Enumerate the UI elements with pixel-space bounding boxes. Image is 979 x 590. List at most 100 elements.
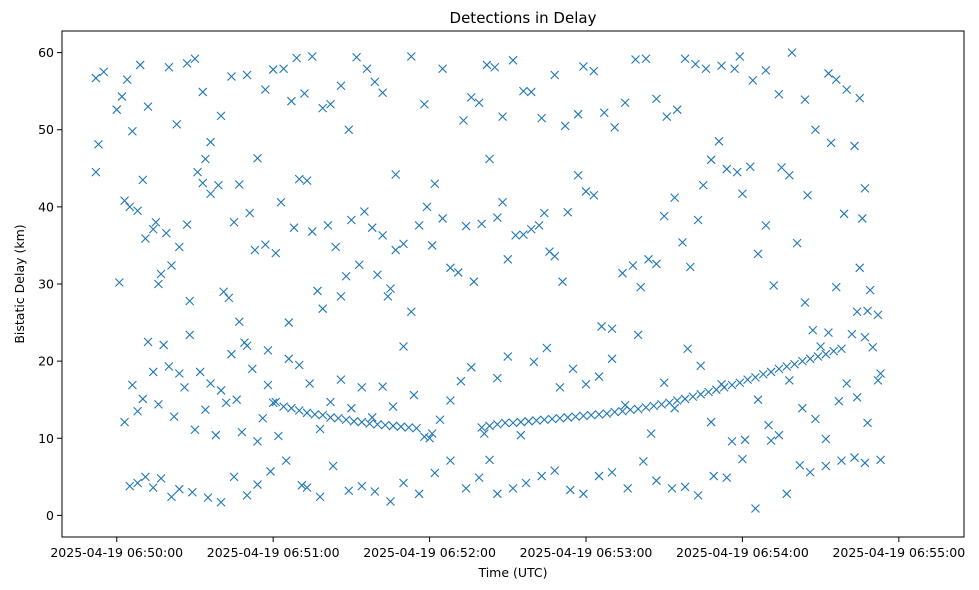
data-point bbox=[550, 466, 560, 476]
data-point bbox=[651, 94, 661, 104]
data-point bbox=[589, 66, 599, 76]
data-point bbox=[651, 259, 661, 269]
data-point bbox=[185, 296, 195, 306]
data-point bbox=[182, 220, 192, 229]
data-point bbox=[373, 270, 382, 280]
data-point bbox=[618, 406, 627, 416]
data-point bbox=[360, 207, 369, 216]
y-tick-label: 40 bbox=[38, 199, 54, 214]
chart-title: Detections in Delay bbox=[450, 9, 597, 27]
data-point bbox=[633, 330, 643, 340]
data-point bbox=[383, 291, 393, 301]
data-point bbox=[829, 346, 839, 356]
data-point bbox=[459, 116, 468, 125]
data-point bbox=[438, 64, 448, 74]
data-point bbox=[701, 64, 711, 74]
data-point bbox=[234, 317, 244, 327]
data-point bbox=[271, 248, 281, 258]
data-point bbox=[644, 254, 653, 264]
data-point bbox=[216, 497, 226, 507]
data-point bbox=[154, 279, 163, 289]
data-point bbox=[294, 406, 304, 415]
data-point bbox=[156, 269, 166, 279]
data-point bbox=[391, 170, 401, 179]
data-point bbox=[143, 337, 153, 347]
data-point bbox=[837, 344, 846, 354]
data-point bbox=[370, 77, 380, 87]
data-point bbox=[646, 429, 656, 439]
data-point bbox=[323, 220, 333, 230]
data-point bbox=[680, 54, 690, 64]
data-point bbox=[206, 189, 215, 199]
data-point bbox=[148, 367, 158, 377]
data-point bbox=[589, 190, 599, 200]
data-point bbox=[774, 89, 784, 99]
data-point bbox=[253, 153, 262, 163]
data-point bbox=[357, 481, 367, 491]
data-point bbox=[498, 112, 507, 122]
data-point bbox=[680, 394, 690, 404]
data-point bbox=[508, 55, 518, 65]
data-point bbox=[461, 484, 471, 493]
data-point bbox=[651, 476, 661, 486]
data-point bbox=[641, 403, 651, 412]
data-point bbox=[578, 62, 588, 71]
data-point bbox=[860, 458, 870, 468]
data-point bbox=[813, 352, 823, 361]
data-point bbox=[490, 62, 500, 72]
data-point bbox=[331, 242, 341, 252]
data-point bbox=[198, 178, 208, 188]
data-point bbox=[482, 60, 492, 70]
data-point bbox=[341, 415, 351, 425]
data-point bbox=[91, 73, 101, 83]
data-point bbox=[151, 217, 161, 227]
data-point bbox=[766, 367, 776, 377]
data-point bbox=[127, 126, 137, 136]
x-tick-label: 2025-04-19 06:55:00 bbox=[832, 545, 965, 560]
data-point bbox=[691, 59, 700, 69]
data-point bbox=[672, 105, 682, 115]
data-point bbox=[245, 208, 255, 218]
data-point bbox=[620, 98, 630, 108]
data-point bbox=[263, 380, 273, 390]
data-point bbox=[633, 404, 643, 414]
data-point bbox=[602, 409, 612, 418]
data-point bbox=[865, 285, 875, 295]
data-point bbox=[738, 454, 747, 464]
data-point bbox=[805, 354, 815, 364]
data-point bbox=[200, 154, 210, 164]
data-point bbox=[99, 67, 109, 77]
data-point bbox=[446, 396, 455, 405]
y-tick-label: 10 bbox=[38, 431, 54, 446]
data-point bbox=[276, 197, 286, 207]
data-point bbox=[826, 138, 836, 148]
data-point bbox=[787, 48, 797, 57]
data-point bbox=[477, 423, 487, 432]
data-point bbox=[346, 403, 356, 413]
data-point bbox=[800, 298, 810, 307]
data-point bbox=[485, 154, 494, 164]
data-point bbox=[466, 362, 476, 372]
data-point bbox=[685, 262, 695, 272]
data-point bbox=[774, 364, 784, 374]
data-point bbox=[532, 416, 541, 425]
data-point bbox=[206, 137, 215, 147]
data-point bbox=[578, 489, 588, 499]
data-point bbox=[148, 224, 158, 234]
data-point bbox=[693, 490, 703, 500]
data-point bbox=[670, 193, 680, 202]
data-point bbox=[623, 484, 633, 493]
data-point bbox=[406, 307, 416, 317]
data-point bbox=[159, 340, 169, 350]
data-point bbox=[594, 471, 604, 481]
data-point bbox=[185, 330, 195, 340]
data-point bbox=[349, 416, 359, 426]
data-point bbox=[315, 492, 325, 502]
data-point bbox=[706, 155, 716, 165]
data-point bbox=[133, 478, 142, 488]
data-point bbox=[581, 379, 591, 389]
data-point bbox=[216, 386, 226, 395]
data-point bbox=[680, 482, 690, 492]
data-point bbox=[386, 284, 395, 294]
data-point bbox=[516, 430, 526, 440]
